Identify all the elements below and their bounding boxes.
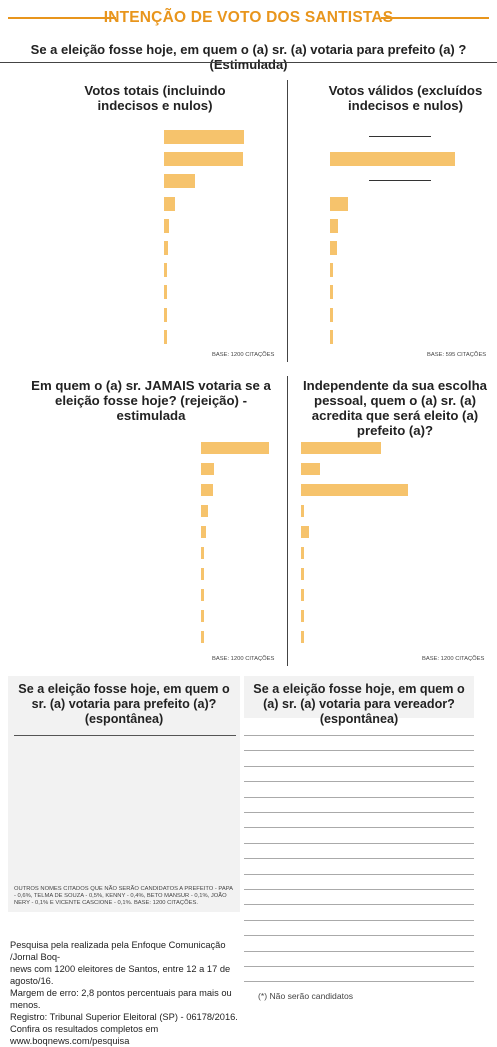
panel-title-total-votes: Votos totais (incluindo indecisos e nulo… [84, 83, 226, 113]
bar [201, 568, 204, 580]
bar [201, 442, 269, 454]
bar [201, 484, 214, 496]
base-note: BASE: 595 CITAÇÕES [427, 352, 487, 358]
base-note: BASE: 1200 CITAÇÕES [422, 656, 485, 662]
title-rule-left [8, 17, 116, 19]
bar [164, 329, 167, 344]
table-row-line [244, 781, 474, 783]
page-header: INTENÇÃO DE VOTO DOS SANTISTAS [0, 6, 497, 30]
no-value-line [369, 180, 431, 182]
table-row-line [244, 981, 474, 983]
bar [301, 442, 381, 454]
footer-line: Registro: Tribunal Superior Eleitoral (S… [10, 1012, 238, 1022]
survey-footer: Pesquisa pela realizada pela Enfoque Com… [10, 939, 245, 1047]
footer-line: news com 1200 eleitores de Santos, entre… [10, 964, 231, 986]
bar [201, 463, 214, 475]
table-row-line [244, 966, 474, 967]
table-row-line [244, 827, 474, 829]
bar [164, 152, 244, 167]
table-row-line [244, 765, 474, 767]
panel-title-councilor: Se a eleição fosse hoje, em quem o (a) s… [253, 682, 465, 726]
table-row-line [244, 858, 474, 860]
column-divider-middle [287, 376, 288, 666]
bar [164, 263, 167, 278]
bar [330, 307, 333, 322]
candidates-note: (*) Não serão candidatos [258, 991, 354, 1001]
bar [164, 218, 169, 233]
table-row-line [244, 935, 474, 937]
bar [301, 505, 304, 517]
other-names-note: OUTROS NOMES CITADOS QUE NÃO SERÃO CANDI… [14, 886, 233, 906]
bar [330, 152, 455, 167]
table-row-line [244, 796, 474, 798]
bar [301, 484, 408, 496]
bar [164, 241, 169, 255]
bar [201, 505, 208, 517]
title-rule-right [381, 17, 489, 19]
bar [330, 329, 333, 344]
panel-rule [14, 735, 236, 736]
page-title: INTENÇÃO DE VOTO DOS SANTISTAS [103, 9, 394, 26]
table-row-line [244, 950, 474, 952]
councilor-title-box [244, 676, 474, 718]
bar [201, 631, 204, 643]
bar [164, 307, 167, 322]
bar [301, 568, 304, 580]
bar [201, 610, 204, 622]
bar [301, 463, 321, 475]
panel-title-expected-winner: Independente da sua escolha pessoal, que… [303, 378, 487, 438]
panel-title-rejection: Em quem o (a) sr. JAMAIS votaria se a el… [31, 378, 271, 423]
base-note: BASE: 1200 CITAÇÕES [212, 656, 275, 662]
table-row-line [244, 873, 474, 875]
bar [330, 196, 348, 211]
bar [164, 285, 167, 300]
bar [301, 547, 305, 559]
table-row-line [244, 842, 474, 844]
bar [330, 241, 337, 255]
bar [301, 631, 304, 643]
panel-title-spontaneous-mayor: Se a eleição fosse hoje, em quem o sr. (… [18, 682, 230, 726]
table-row-line [244, 919, 474, 921]
bar [164, 130, 244, 144]
bar [164, 174, 196, 189]
question-divider [0, 62, 497, 63]
bar [330, 218, 338, 233]
panel-title-valid-votes: Votos válidos (excluídos indecisos e nul… [328, 83, 483, 113]
column-divider-top [287, 80, 288, 362]
bar [301, 610, 304, 622]
table-row-line [244, 735, 474, 736]
footer-line: Pesquisa pela realizada pela Enfoque Com… [10, 940, 226, 962]
bar [301, 589, 304, 601]
table-row-line [244, 812, 474, 813]
bar [301, 526, 309, 538]
bar [164, 196, 176, 211]
bar [201, 547, 205, 559]
footer-line: Margem de erro: 2,8 pontos percentuais p… [10, 988, 232, 1010]
base-note: BASE: 1200 CITAÇÕES [212, 352, 275, 358]
spontaneous-mayor-box [8, 676, 240, 912]
bar [330, 285, 333, 300]
bar [330, 263, 333, 278]
no-value-line [369, 136, 431, 137]
main-question: Se a eleição fosse hoje, em quem o (a) s… [30, 42, 467, 72]
bar [201, 526, 206, 538]
table-row-line [244, 750, 474, 752]
table-row-line [244, 889, 474, 890]
footer-line: Confira os resultados completos em www.b… [10, 1024, 159, 1046]
table-row-line [244, 904, 474, 906]
bar [201, 589, 204, 601]
